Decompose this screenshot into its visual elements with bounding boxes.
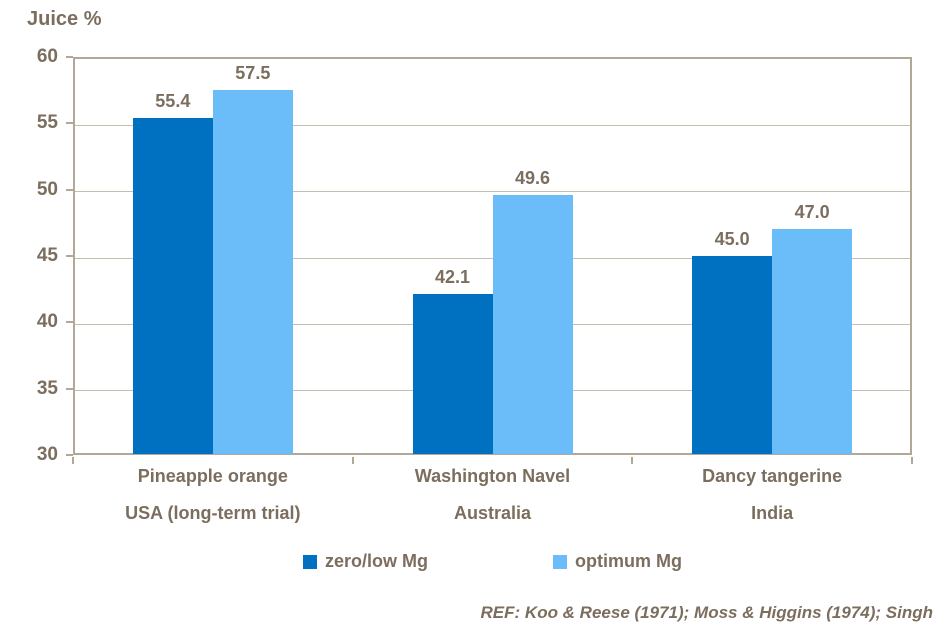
category-label-line1: Pineapple orange [137,466,288,486]
category-label-line1: Dancy tangerine [702,466,843,486]
y-axis-tick-mark [66,255,73,257]
y-axis-tick-mark [66,122,73,125]
y-axis-tick-mark [66,56,73,58]
category-label: Pineapple orange USA (long-term trial) [73,466,353,524]
y-axis-tick-label: 50 [36,178,58,200]
category-label: Dancy tangerine India [632,466,912,524]
bar-optimum-mg [212,90,293,454]
y-axis-tick-mark [66,454,73,456]
gridline [75,191,910,193]
bar-zero-low-mg [132,118,213,454]
reference-footnote: REF: Koo & Reese (1971); Moss & Higgins … [480,603,933,622]
bar-zero-low-mg [692,256,773,454]
gridline [75,124,910,126]
category-label-line1: Washington Navel [414,466,571,486]
chart-title: Juice % [27,8,102,30]
category-label: Washington Navel Australia [353,466,633,524]
y-axis-tick-mark [66,188,73,191]
x-axis-tick-mark [351,457,354,464]
y-axis-tick-label: 30 [36,444,58,465]
y-axis-tick-label: 45 [36,245,58,266]
legend-item: zero/low Mg [303,551,428,572]
legend-item: optimum Mg [553,551,682,572]
category-label-line2: India [751,503,794,523]
y-axis-tick-label: 55 [36,112,58,134]
legend-swatch-icon [553,554,567,569]
bar-zero-low-mg [412,294,493,454]
bar-value-label: 49.6 [514,167,551,188]
legend-swatch-icon [303,554,317,569]
bar-value-label: 57.5 [235,63,271,84]
x-axis-tick-mark [631,457,634,464]
bar-optimum-mg [772,229,853,454]
y-axis-tick-mark [66,387,73,390]
legend-label: zero/low Mg [325,551,428,571]
bar-value-label: 47.0 [794,202,830,223]
category-label-line2: USA (long-term trial) [125,503,301,523]
legend-label: optimum Mg [575,551,682,571]
y-axis-tick-label: 35 [36,377,58,399]
x-axis-tick-mark [911,457,913,464]
legend: zero/low Mg optimum Mg [73,551,912,572]
y-axis-tick-mark [66,321,73,324]
bar-optimum-mg [492,194,573,454]
x-axis-tick-mark [72,457,74,464]
bar-value-label: 55.4 [155,91,191,112]
y-axis-tick-label: 60 [36,46,58,67]
bar-value-label: 45.0 [714,229,750,249]
y-axis-tick-label: 40 [36,311,58,333]
category-label-line2: Australia [453,503,531,523]
bar-value-label: 42.1 [434,267,471,288]
